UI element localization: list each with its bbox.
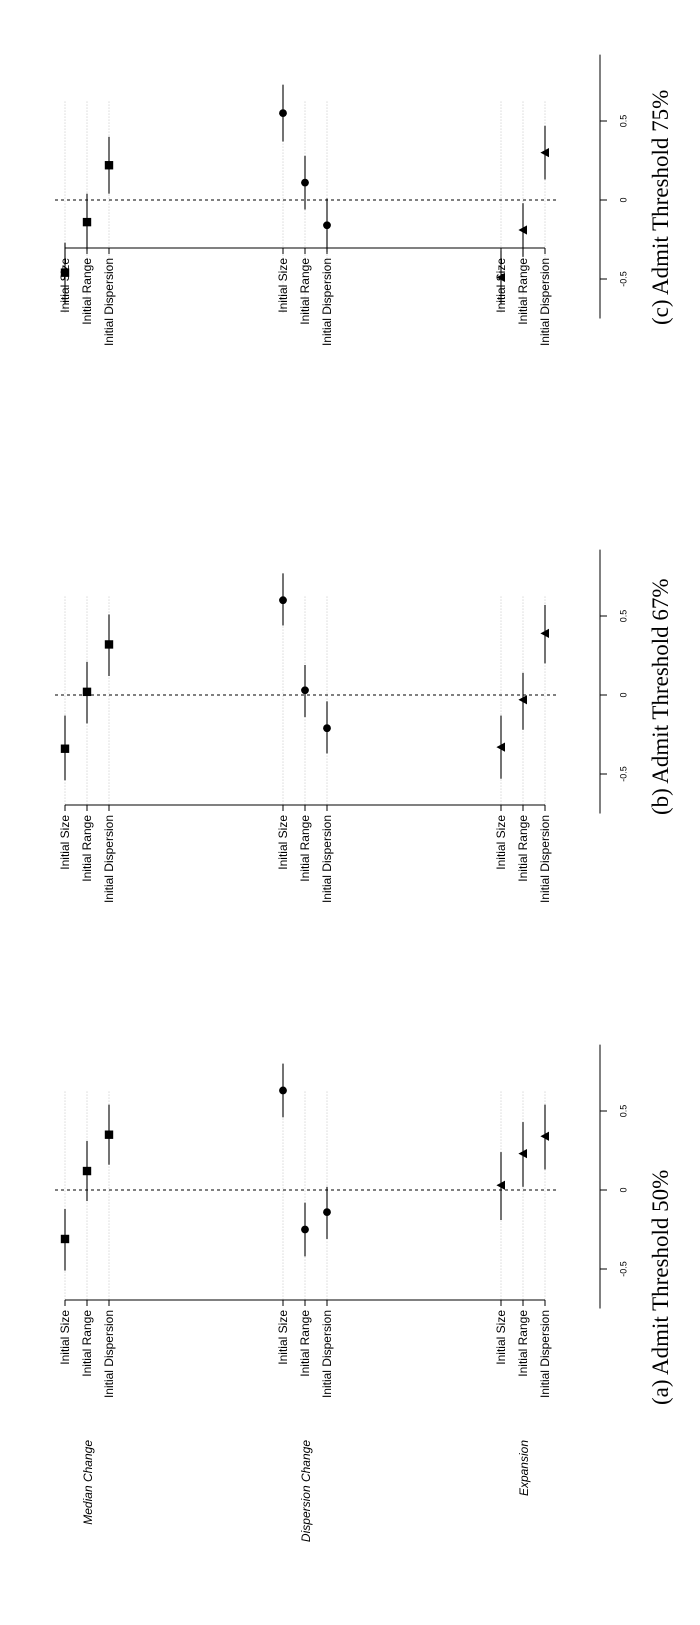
point-square: [60, 268, 70, 277]
group-label: Median Change: [81, 1440, 95, 1525]
point-circle: [301, 178, 309, 187]
row-label: Initial Range: [80, 1310, 94, 1377]
value-tick-label: 0: [618, 692, 628, 697]
row-label: Initial Dispersion: [102, 815, 116, 903]
row-label: Initial Dispersion: [102, 1310, 116, 1398]
row-label: Initial Range: [80, 815, 94, 882]
point-triangle: [540, 628, 549, 638]
point-triangle: [518, 695, 527, 705]
panel-b: -0.5 0 0.5 Initial Size Initial Range Initial…: [55, 549, 673, 903]
value-tick-label: 0: [618, 197, 628, 202]
point-circle: [279, 596, 287, 605]
chart-root: -0.5 0 0.5 Initial Size Initial Range Initial…: [55, 54, 673, 1542]
point-circle: [279, 1086, 287, 1095]
point-triangle: [496, 1180, 505, 1190]
row-label: Initial Dispersion: [538, 258, 552, 346]
row-label: Initial Size: [276, 815, 290, 870]
point-square: [104, 161, 114, 170]
point-triangle: [540, 1131, 549, 1141]
point-triangle: [518, 1149, 527, 1159]
value-tick-label: 0.5: [618, 115, 628, 128]
value-tick-label: 0.5: [618, 610, 628, 623]
group-label: Expansion: [517, 1440, 531, 1496]
row-label: Initial Dispersion: [320, 1310, 334, 1398]
value-tick-label: -0.5: [618, 766, 628, 782]
row-label: Initial Size: [58, 815, 72, 870]
row-label: Initial Dispersion: [538, 1310, 552, 1398]
point-triangle: [496, 272, 505, 283]
row-label: Initial Range: [516, 258, 530, 325]
row-label: Initial Size: [494, 815, 508, 870]
point-square: [82, 687, 92, 697]
point-circle: [323, 1208, 331, 1217]
point-circle: [301, 686, 309, 695]
panel-caption: (a) Admit Threshold 50%: [648, 1170, 673, 1405]
row-label: Initial Dispersion: [320, 258, 334, 346]
row-label: Initial Range: [516, 1310, 530, 1377]
row-label: Initial Range: [298, 1310, 312, 1377]
row-label: Initial Dispersion: [538, 815, 552, 903]
point-square: [60, 744, 70, 753]
row-label: Initial Range: [298, 258, 312, 325]
panel-a: -0.5 0 0.5 Initial Size Initial Range Initial…: [55, 1044, 673, 1405]
point-square: [82, 217, 92, 227]
point-circle: [279, 109, 287, 117]
point-square: [104, 1130, 114, 1139]
row-label: Initial Range: [80, 258, 94, 325]
row-label: Initial Dispersion: [102, 258, 116, 346]
point-triangle: [496, 742, 505, 752]
panel-c: -0.5 0 0.5 Initial Size Initial Range Initial…: [55, 54, 673, 346]
value-tick-label: -0.5: [618, 271, 628, 287]
row-label: Initial Size: [276, 258, 290, 313]
row-label: Initial Size: [494, 1310, 508, 1365]
value-tick-label: 0.5: [618, 1105, 628, 1118]
point-triangle: [540, 148, 549, 158]
point-circle: [323, 724, 331, 733]
row-label: Initial Dispersion: [320, 815, 334, 903]
group-label: Dispersion Change: [299, 1440, 313, 1542]
panel-caption: (c) Admit Threshold 75%: [648, 90, 673, 325]
point-square: [60, 1234, 70, 1244]
point-circle: [323, 221, 331, 230]
row-label: Initial Size: [58, 1310, 72, 1365]
value-tick-label: -0.5: [618, 1261, 628, 1277]
point-circle: [301, 1225, 309, 1234]
row-label: Initial Size: [276, 1310, 290, 1365]
value-tick-label: 0: [618, 1187, 628, 1192]
point-square: [82, 1166, 92, 1176]
panel-caption: (b) Admit Threshold 67%: [648, 578, 673, 815]
row-label: Initial Range: [298, 815, 312, 882]
point-square: [104, 640, 114, 649]
row-label: Initial Range: [516, 815, 530, 882]
point-triangle: [518, 225, 527, 235]
